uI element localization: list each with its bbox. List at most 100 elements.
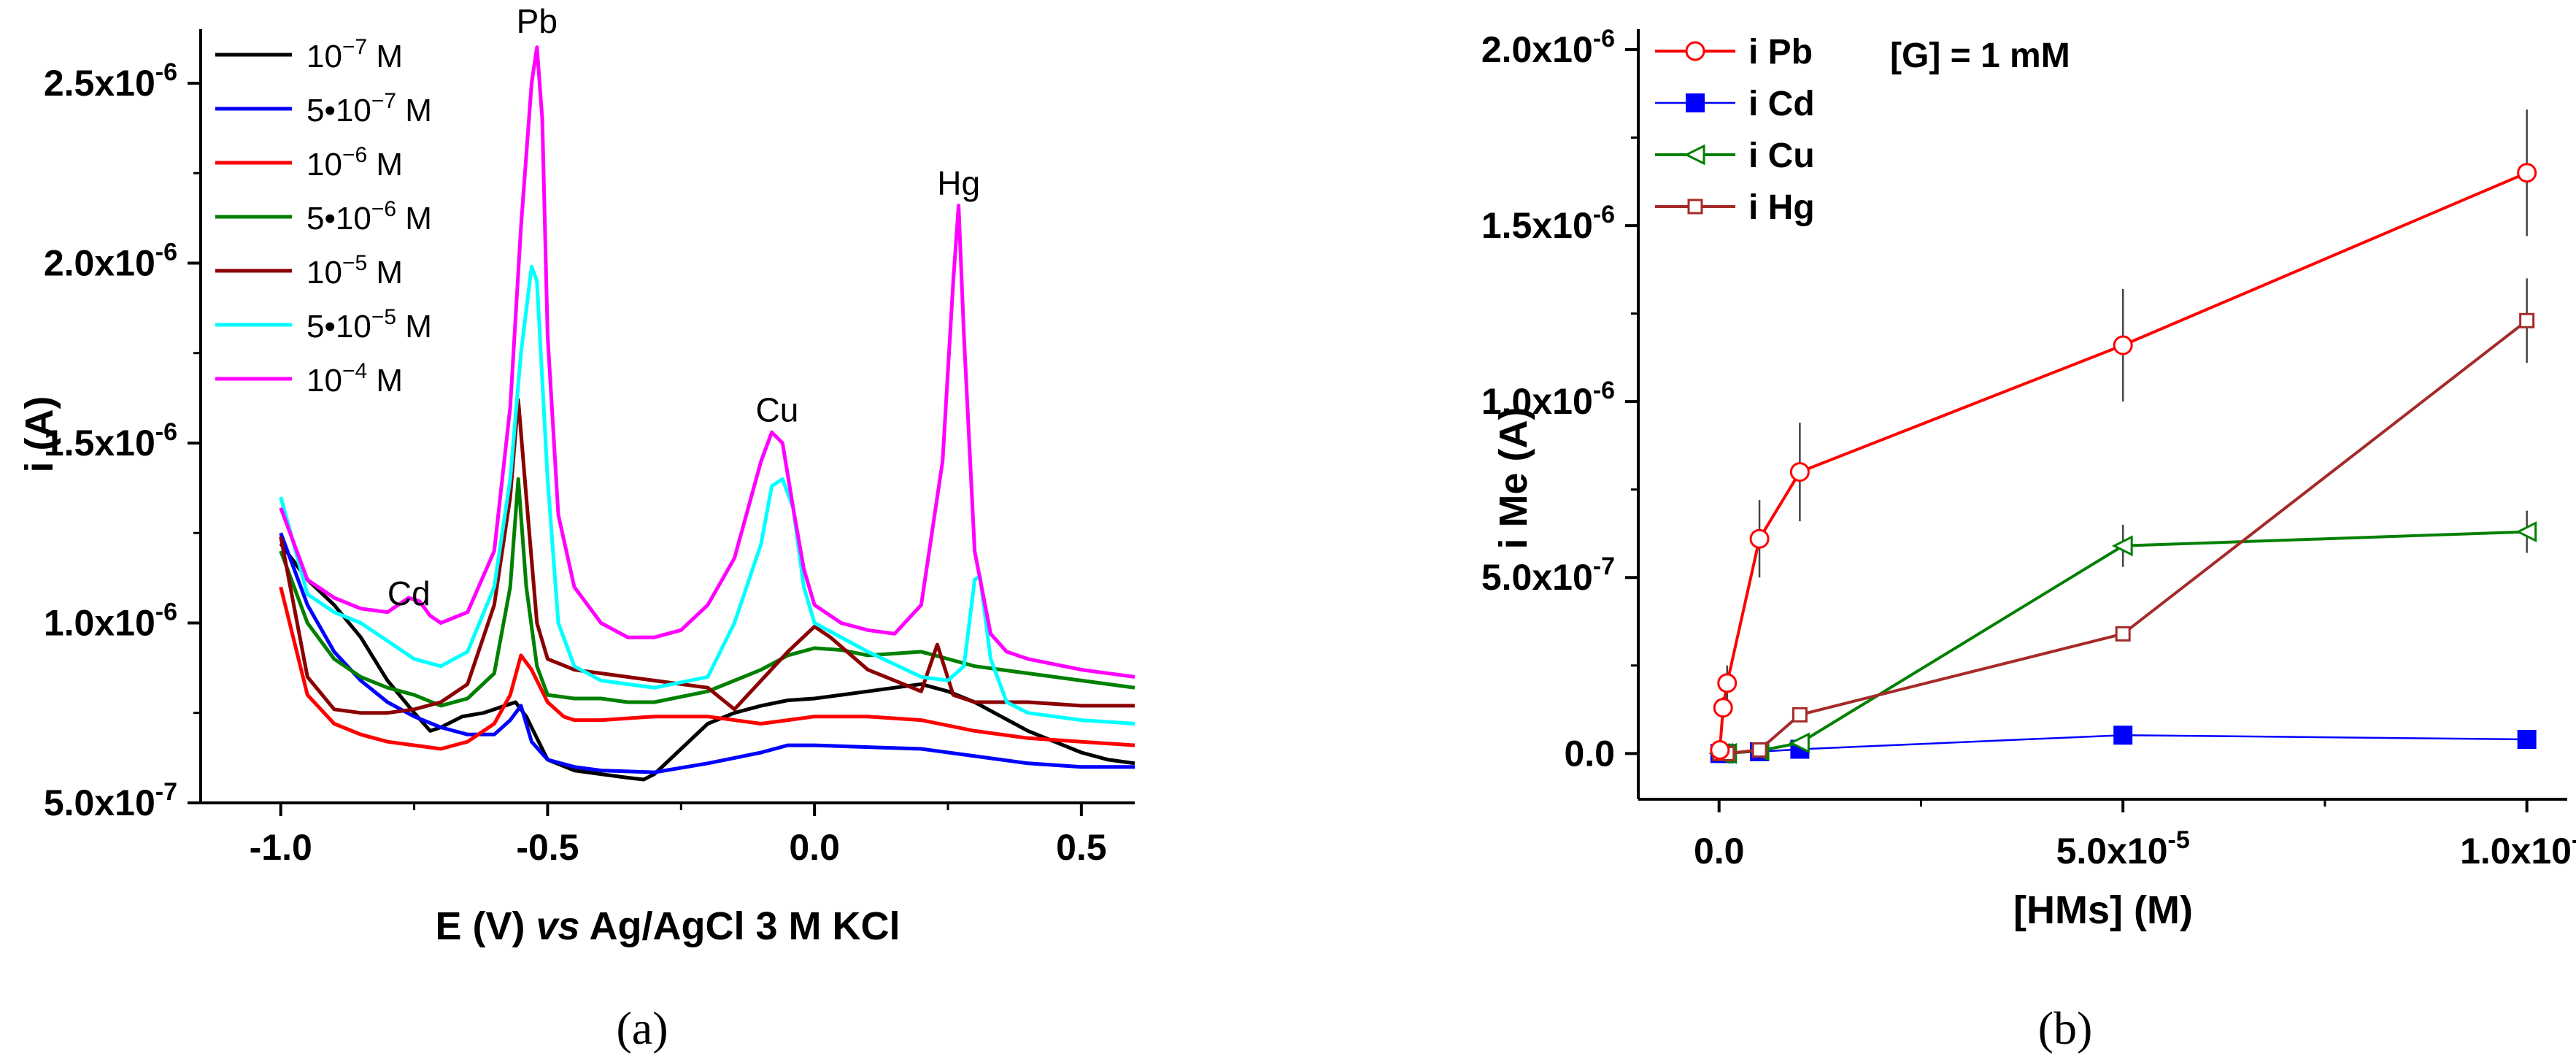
x-tick-label: -0.5 bbox=[516, 827, 579, 868]
y-tick-label-exponent: -6 bbox=[1593, 201, 1615, 228]
concentration-annotation: [G] = 1 mM bbox=[1890, 36, 2070, 75]
x-tick-label: 1.0x10-4 bbox=[2460, 826, 2576, 871]
y-axis-title: i Me (A) bbox=[1492, 407, 1535, 550]
data-point bbox=[1789, 732, 1810, 754]
legend-label: 10−5 M bbox=[306, 251, 403, 290]
legend-exponent: −7 bbox=[371, 89, 396, 113]
y-tick-label-mantissa: 1.5x10 bbox=[44, 423, 155, 463]
legend-unit: M bbox=[367, 363, 403, 399]
x-tick-label-mantissa: 5.0x10 bbox=[2056, 831, 2168, 871]
y-tick-label-mantissa: 2.5x10 bbox=[44, 63, 155, 104]
panel-a: 5.0x10-71.0x10-61.5x10-62.0x10-62.5x10-6… bbox=[18, 2, 1135, 1054]
y-tick-label-mantissa: 2.0x10 bbox=[1481, 29, 1593, 70]
y-tick-label-mantissa: 1.0x10 bbox=[1481, 381, 1593, 422]
legend-base: 10 bbox=[336, 309, 371, 345]
data-point bbox=[2115, 626, 2131, 642]
y-tick-label-mantissa: 2.0x10 bbox=[44, 242, 155, 283]
x-tick-label: 0.0 bbox=[789, 827, 840, 868]
series-line-2 bbox=[279, 532, 1135, 774]
legend-exponent: −4 bbox=[342, 359, 367, 383]
series-line-5 bbox=[279, 398, 1135, 715]
x-axis-title-suffix: Ag/AgCl 3 M KCl bbox=[580, 904, 901, 948]
x-axis-title: E (V) vs Ag/AgCl 3 M KCl bbox=[435, 904, 900, 948]
legend-unit: M bbox=[367, 147, 403, 182]
x-tick-label-exponent: -5 bbox=[2168, 826, 2190, 854]
x-axis-title-vs: vs bbox=[536, 904, 579, 948]
data-point bbox=[2517, 163, 2537, 183]
legend-label: i Pb bbox=[1748, 33, 1813, 72]
legend-base: 10 bbox=[306, 147, 342, 182]
legend-marker bbox=[1686, 93, 1705, 112]
legend-prefix: 5• bbox=[306, 93, 336, 128]
y-tick-label-exponent: -6 bbox=[155, 418, 177, 446]
legend-label: 10−7 M bbox=[306, 35, 403, 74]
data-point bbox=[2517, 730, 2537, 750]
data-point bbox=[2113, 726, 2133, 745]
y-axis-title: i (A) bbox=[18, 396, 61, 473]
legend-unit: M bbox=[396, 93, 432, 128]
y-tick-label-mantissa: 5.0x10 bbox=[44, 782, 155, 823]
legend-prefix: 5• bbox=[306, 201, 336, 236]
y-tick-label: 2.0x10-6 bbox=[44, 238, 177, 283]
data-point bbox=[2519, 312, 2535, 328]
x-tick-label-exponent: -4 bbox=[2572, 826, 2576, 854]
y-tick-label-mantissa: 1.0x10 bbox=[44, 602, 155, 643]
panel-label-b: (b) bbox=[2038, 1002, 2093, 1054]
y-tick-label: 5.0x10-7 bbox=[1481, 553, 1615, 598]
legend-label: 10−4 M bbox=[306, 359, 403, 399]
legend-unit: M bbox=[367, 255, 403, 290]
peak-label-cd: Cd bbox=[387, 574, 431, 612]
x-tick-label: 0.5 bbox=[1056, 827, 1107, 868]
legend-marker bbox=[1685, 41, 1705, 61]
data-point bbox=[2515, 521, 2537, 542]
data-point bbox=[2113, 335, 2133, 355]
legend-exponent: −7 bbox=[342, 35, 367, 59]
x-axis-title-prefix: E (V) bbox=[435, 904, 536, 948]
series-line-i-pb bbox=[1718, 171, 2528, 750]
peak-label-cu: Cu bbox=[756, 390, 799, 428]
y-tick-label-exponent: -6 bbox=[155, 598, 177, 626]
x-tick-label: 0.0 bbox=[1694, 831, 1745, 871]
legend-label: 5•10−7 M bbox=[306, 89, 432, 128]
panel-label-a: (a) bbox=[616, 1002, 668, 1054]
series-line-6 bbox=[279, 264, 1135, 726]
legend-base: 10 bbox=[336, 201, 371, 236]
y-tick-label-exponent: -6 bbox=[1593, 25, 1615, 53]
data-point bbox=[1717, 673, 1738, 693]
y-tick-label-exponent: -7 bbox=[155, 778, 177, 806]
y-tick-label: 1.0x10-6 bbox=[44, 598, 177, 643]
y-tick-label-exponent: -6 bbox=[155, 238, 177, 266]
y-tick-label: 2.5x10-6 bbox=[44, 58, 177, 104]
y-tick-label-exponent: -7 bbox=[1593, 553, 1615, 580]
legend-marker bbox=[1684, 144, 1705, 166]
legend-label: 5•10−5 M bbox=[306, 305, 432, 345]
y-tick-label: 5.0x10-7 bbox=[44, 778, 177, 823]
legend-base: 10 bbox=[306, 363, 342, 399]
legend-base: 10 bbox=[336, 93, 371, 128]
y-tick-label-mantissa: 1.5x10 bbox=[1481, 205, 1593, 246]
legend-unit: M bbox=[367, 39, 403, 74]
y-tick-label-mantissa: 5.0x10 bbox=[1481, 557, 1593, 598]
y-tick-label: 1.5x10-6 bbox=[1481, 201, 1615, 246]
legend-marker bbox=[1687, 199, 1703, 215]
legend-label: i Hg bbox=[1748, 188, 1815, 227]
series-line-7 bbox=[279, 45, 1135, 679]
legend-exponent: −6 bbox=[342, 143, 367, 167]
y-tick-label-exponent: -6 bbox=[1593, 377, 1615, 404]
y-tick-label: 1.5x10-6 bbox=[44, 418, 177, 463]
data-point bbox=[1710, 739, 1730, 760]
x-tick-label-mantissa: 1.0x10 bbox=[2460, 831, 2572, 871]
y-tick-label: 2.0x10-6 bbox=[1481, 25, 1615, 70]
peak-label-hg: Hg bbox=[937, 164, 980, 202]
legend-unit: M bbox=[396, 201, 432, 236]
legend-label: 10−6 M bbox=[306, 143, 403, 182]
legend-label: i Cu bbox=[1748, 136, 1815, 175]
legend-exponent: −6 bbox=[371, 197, 396, 221]
peak-label-pb: Pb bbox=[517, 2, 558, 40]
legend-label: 5•10−6 M bbox=[306, 197, 432, 236]
data-point bbox=[1749, 528, 1770, 549]
data-point bbox=[1713, 698, 1733, 718]
legend-exponent: −5 bbox=[342, 251, 367, 275]
legend-unit: M bbox=[396, 309, 432, 345]
